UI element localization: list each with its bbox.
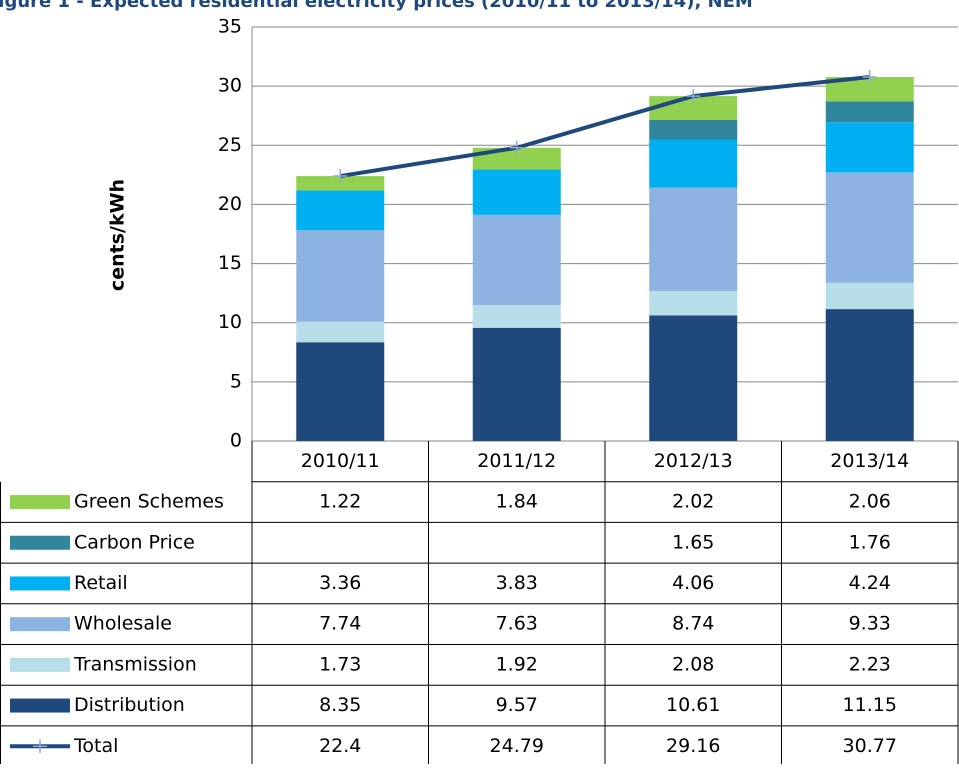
legend-key [10,576,70,591]
table-value: 1.65 [672,531,714,553]
x-tick-label: 2012/13 [654,450,733,472]
chart-title: Figure 1 - Expected residential electric… [0,0,753,12]
legend-label: Carbon Price [74,531,195,553]
bar-segment [472,169,561,215]
table-value: 2.06 [849,491,891,513]
y-axis-label: cents/kWh [107,179,129,291]
table-value: 22.4 [319,735,361,757]
x-tick-label: 2010/11 [301,450,380,472]
total-line [339,75,870,179]
y-tick-label: 5 [230,370,242,392]
legend-key [10,535,70,550]
table-value: 1.76 [849,531,891,553]
table-value: 1.84 [496,491,538,513]
bar-segment [296,321,385,343]
y-tick-label: 35 [218,16,242,38]
legend-key [10,657,70,672]
bar-segment [649,119,738,140]
line-marker [862,70,877,85]
legend-label: Transmission [73,653,197,675]
table-value: 1.92 [496,653,538,675]
legend-label: Retail [74,572,128,594]
bar-segment [296,190,385,231]
y-tick-label: 0 [230,430,242,452]
table-value: 7.63 [496,613,538,635]
bar-segment [296,176,385,191]
legend-label: Wholesale [74,613,172,635]
bar-segment [472,305,561,328]
table-value: 2.02 [672,491,714,513]
line-marker [509,140,524,155]
table-value: 10.61 [666,694,720,716]
table-value: 24.79 [490,735,544,757]
bar-segment [825,282,914,310]
y-tick-label: 15 [218,252,242,274]
table-value: 1.22 [319,491,361,513]
table-value: 3.83 [496,572,538,594]
y-tick-label: 30 [218,75,242,97]
bar-segment [825,172,914,283]
line-marker [686,89,701,104]
y-tick-label: 25 [218,134,242,156]
table-value: 8.35 [319,694,361,716]
table-value: 3.36 [319,572,361,594]
table-value: 9.33 [849,613,891,635]
table-value: 7.74 [319,613,361,635]
line-marker [333,169,348,184]
table-value: 2.23 [849,653,891,675]
bar-segment [825,309,914,441]
legend-key [10,617,70,632]
legend-key-marker [33,739,47,754]
bar-segment [825,101,914,123]
table-value: 4.06 [672,572,714,594]
x-tick-label: 2011/12 [477,450,556,472]
table-value: 8.74 [672,613,714,635]
legend-label: Green Schemes [74,491,224,513]
legend-key [10,495,70,510]
table-value: 9.57 [496,694,538,716]
legend-key [10,698,70,713]
table-value: 2.08 [672,653,714,675]
bar-segment [649,290,738,316]
bar-segment [472,214,561,306]
bar-segment [296,230,385,322]
bar-segment [472,327,561,441]
legend-label: Distribution [74,694,185,716]
table-value: 1.73 [319,653,361,675]
bar-segment [296,342,385,441]
bar-segment [649,139,738,188]
legend-label: Total [73,735,118,757]
table-value: 11.15 [843,694,897,716]
table-value: 4.24 [849,572,891,594]
bar-segment [825,122,914,173]
y-tick-label: 10 [218,311,242,333]
y-tick-label: 20 [218,193,242,215]
bar-segment [649,315,738,441]
bar-segment [649,187,738,291]
x-tick-label: 2013/14 [830,450,909,472]
table-value: 30.77 [843,735,897,757]
table-value: 29.16 [666,735,720,757]
